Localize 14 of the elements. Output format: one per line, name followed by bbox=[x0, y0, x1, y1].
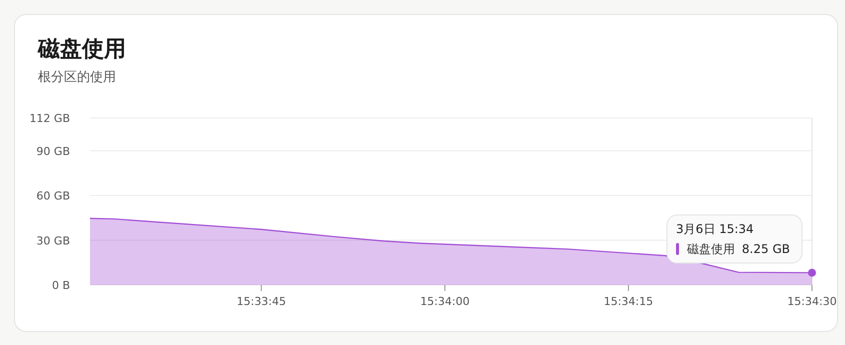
chart-title: 磁盘使用 bbox=[37, 37, 126, 62]
data-label: 8.25 GB bbox=[742, 242, 790, 256]
x-tick-label: 15:34:15 bbox=[604, 295, 654, 308]
y-tick-label: 90 GB bbox=[36, 144, 70, 158]
x-tick-label: 15:33:45 bbox=[236, 295, 286, 308]
chart-subtitle: 根分区的使用 bbox=[38, 70, 116, 85]
y-tick-label: 0 B bbox=[52, 279, 70, 292]
y-tick-label: 30 GB bbox=[36, 234, 70, 248]
annotation: 3月6日 15:34 bbox=[676, 222, 754, 236]
x-tick-label: 15:34:30 bbox=[787, 295, 837, 308]
y-tick-label: 60 GB bbox=[36, 190, 70, 203]
x-tick-label: 15:34:00 bbox=[420, 295, 470, 308]
legend-label: 磁盘使用 bbox=[686, 242, 735, 256]
y-tick-label: 112 GB bbox=[29, 112, 70, 125]
